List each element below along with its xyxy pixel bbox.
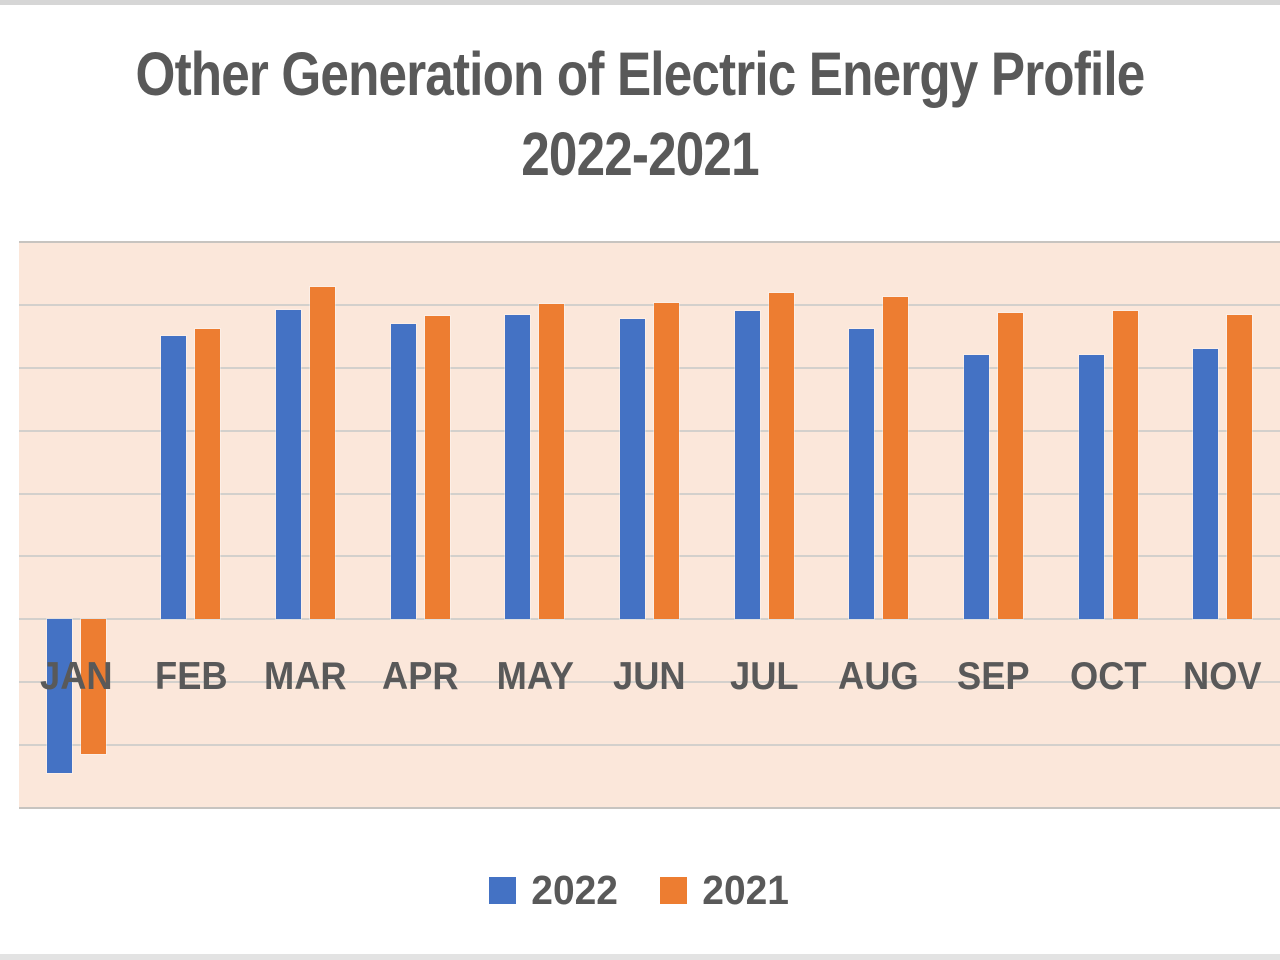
bar-2021-FEB: [195, 328, 221, 620]
chart-title-line2: 2022-2021: [521, 120, 759, 188]
bar-2021-JAN: [80, 619, 106, 754]
chart-title-line1: Other Generation of Electric Energy Prof…: [135, 40, 1146, 108]
gridline: [19, 429, 1280, 432]
legend-label-2022: 2022: [531, 867, 618, 913]
legend-item-2021: 2021: [660, 866, 791, 914]
gridline: [19, 303, 1280, 306]
bar-2022-JAN: [46, 619, 72, 773]
gridline: [19, 555, 1280, 558]
bar-2021-JUN: [654, 303, 679, 620]
category-label-MAR: MAR: [264, 655, 347, 698]
gridline: [19, 241, 1280, 243]
category-label-JUN: JUN: [613, 655, 686, 698]
category-label-APR: APR: [381, 655, 459, 698]
bar-2021-NOV: [1227, 314, 1253, 620]
gridline: [19, 744, 1280, 747]
category-label-FEB: FEB: [154, 655, 228, 698]
bar-2022-JUN: [620, 319, 645, 620]
gridline: [19, 681, 1280, 684]
chart-title: Other Generation of Electric Energy Prof…: [0, 34, 1280, 194]
bar-2022-SEP: [963, 354, 989, 620]
gridline: [19, 492, 1280, 495]
bar-2022-APR: [390, 323, 416, 620]
category-label-NOV: NOV: [1183, 655, 1262, 698]
top-edge-strip: [0, 0, 1280, 5]
bar-2022-FEB: [161, 336, 187, 620]
bottom-edge-strip: [0, 954, 1280, 960]
legend-item-2022: 2022: [488, 866, 620, 914]
bar-2021-APR: [424, 316, 450, 620]
plot-area: JAN FEB MAR APR MAY JUN JUL AUG SEP OCT NOV: [19, 241, 1280, 809]
bar-2021-MAY: [539, 304, 565, 620]
bar-2021-JUL: [768, 292, 794, 620]
category-label-JUL: JUL: [729, 655, 799, 698]
bar-2021-OCT: [1112, 310, 1138, 620]
bar-2022-AUG: [849, 328, 875, 620]
bar-2022-MAR: [276, 309, 302, 620]
bar-2022-MAY: [505, 314, 531, 620]
gridline: [19, 366, 1280, 369]
category-label-OCT: OCT: [1069, 655, 1147, 698]
category-label-SEP: SEP: [957, 655, 1030, 698]
category-label-AUG: AUG: [838, 655, 920, 698]
legend-swatch-2022: [488, 876, 516, 904]
bar-2021-MAR: [310, 286, 336, 620]
category-label-JAN: JAN: [40, 655, 113, 698]
gridline: [19, 618, 1280, 621]
legend: 2022 2021: [0, 866, 1280, 914]
gridline: [19, 807, 1280, 809]
bar-2021-SEP: [997, 313, 1023, 620]
bar-2022-JUL: [734, 311, 760, 620]
category-label-MAY: MAY: [496, 655, 574, 698]
legend-label-2021: 2021: [702, 867, 789, 913]
bar-2022-NOV: [1193, 348, 1219, 620]
legend-swatch-2021: [660, 876, 687, 904]
bar-2021-AUG: [883, 296, 909, 620]
bar-2022-OCT: [1078, 354, 1104, 620]
